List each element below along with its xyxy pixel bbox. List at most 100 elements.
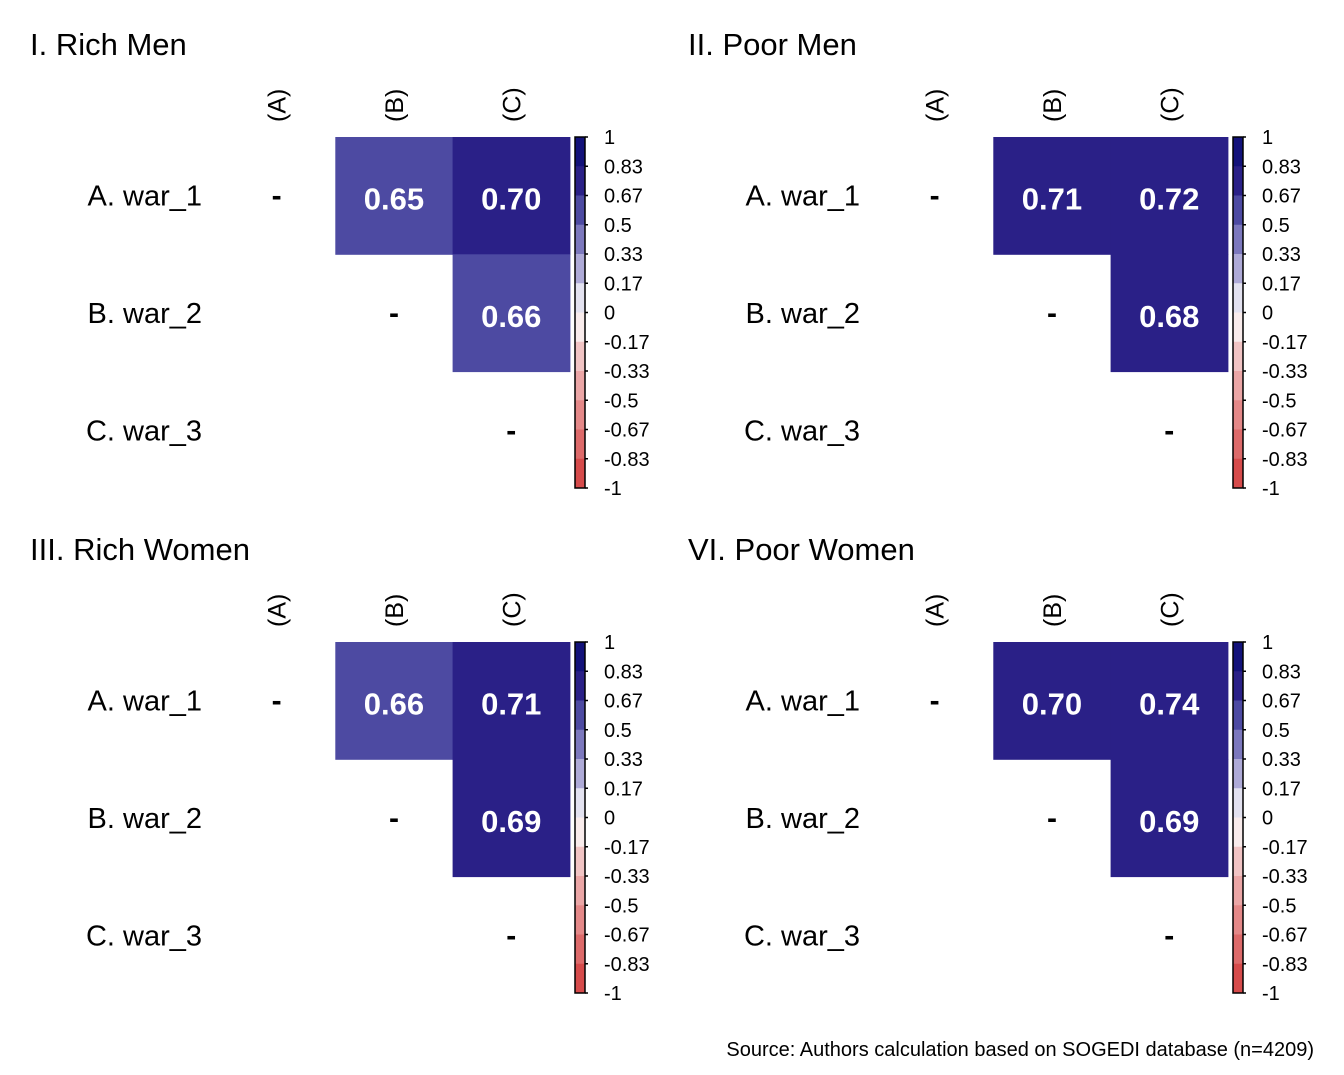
diagonal-dash: -	[1164, 414, 1174, 447]
column-label: (B)	[381, 89, 409, 122]
colorbar-bin	[575, 254, 585, 284]
colorbar: 1 0.83 0.67 0.5 0.33 0.17 0 -0.17 -0.33 -0.5 -0.67…	[574, 632, 650, 1005]
colorbar-tick-label: -1	[604, 983, 622, 1005]
cell-value-label: 0.70	[481, 182, 541, 217]
colorbar-tick-label: -0.5	[604, 390, 638, 412]
colorbar-bin	[575, 224, 585, 255]
colorbar-bin	[1233, 254, 1243, 284]
row-label: C. war_3	[744, 415, 860, 447]
heatmap-cell	[335, 642, 454, 760]
heatmap-panel: VI. Poor Women(A) (B) (C) A. war_1 B. war_2 C…	[688, 532, 1308, 1005]
colorbar-bin	[1233, 729, 1243, 760]
heatmap-panel: II. Poor Men (A) (B) (C) A. war_1 B. war_2 C. …	[688, 27, 1308, 500]
colorbar-tick-label: 0.83	[604, 661, 643, 683]
colorbar-bin	[575, 341, 585, 372]
colorbar-bin	[575, 429, 585, 460]
colorbar-tick-label: 0.33	[604, 244, 643, 266]
heatmap-panel: I. Rich Men (A) (B) (C) A. war_1 B. war_2 C. w…	[30, 27, 650, 500]
colorbar-tick-label: 0.33	[1262, 244, 1301, 266]
colorbar-tick-label: 0.5	[1262, 720, 1290, 742]
colorbar-tick-label: -0.83	[1262, 954, 1308, 976]
row-label: C. war_3	[86, 920, 202, 952]
colorbar-bin	[575, 759, 585, 789]
colorbar-tick-label: 0.67	[604, 691, 643, 713]
colorbar-tick-label: 0	[1262, 303, 1273, 325]
colorbar-bin	[575, 846, 585, 877]
colorbar-bin	[1233, 137, 1243, 167]
colorbar-tick-label: 0.33	[604, 749, 643, 771]
source-caption: Source: Authors calculation based on SOG…	[726, 1039, 1314, 1061]
column-label: (B)	[1039, 594, 1067, 627]
colorbar-bin	[575, 876, 585, 906]
colorbar-tick-label: -0.5	[604, 895, 638, 917]
cell-value-label: 0.66	[481, 299, 541, 334]
row-label: A. war_1	[88, 686, 202, 718]
cell-value-label: 0.69	[481, 804, 541, 839]
colorbar-bin	[1233, 195, 1243, 226]
column-label: (B)	[381, 594, 409, 627]
row-label: B. war_2	[746, 298, 860, 330]
colorbar-tick-label: 1	[1262, 632, 1273, 654]
row-label: A. war_1	[746, 686, 860, 718]
cell-value-label: 0.70	[1022, 687, 1082, 722]
cell-value-label: 0.66	[364, 687, 424, 722]
colorbar-bin	[575, 195, 585, 226]
colorbar-bin	[1233, 312, 1243, 343]
colorbar-tick-label: 0.5	[1262, 215, 1290, 237]
colorbar-tick-label: -0.17	[1262, 837, 1308, 859]
colorbar-bin	[575, 729, 585, 760]
colorbar-bin	[1233, 788, 1243, 818]
colorbar-bin	[575, 934, 585, 965]
colorbar-bin	[575, 283, 585, 313]
diagonal-dash: -	[272, 685, 282, 718]
diagonal-dash: -	[930, 180, 940, 213]
colorbar-tick-label: -0.17	[604, 332, 650, 354]
row-label: A. war_1	[746, 181, 860, 213]
colorbar-tick-label: 0.83	[604, 156, 643, 178]
colorbar-tick-label: 0.17	[1262, 778, 1301, 800]
colorbar-bin	[575, 788, 585, 818]
heatmap-cell	[1110, 137, 1229, 255]
colorbar-bin	[1233, 817, 1243, 848]
cell-value-label: 0.71	[1022, 182, 1082, 217]
column-label: (C)	[498, 87, 526, 122]
heatmap-cell	[1110, 254, 1229, 373]
colorbar-tick-label: -0.67	[1262, 420, 1308, 442]
diagonal-dash: -	[389, 802, 399, 835]
colorbar-tick-label: -0.5	[1262, 895, 1296, 917]
colorbar-tick-label: -0.17	[1262, 332, 1308, 354]
cell-value-label: 0.74	[1139, 687, 1200, 722]
colorbar-tick-label: -0.83	[604, 954, 650, 976]
panel-title: III. Rich Women	[30, 532, 250, 567]
colorbar-bin	[1233, 671, 1243, 701]
colorbar-bin	[575, 671, 585, 701]
heatmap-cell	[993, 642, 1112, 760]
panel-title: VI. Poor Women	[688, 532, 915, 567]
colorbar-tick-label: -1	[604, 478, 622, 500]
colorbar-tick-label: 1	[604, 127, 615, 149]
colorbar-tick-label: 0.83	[1262, 156, 1301, 178]
column-label: (A)	[264, 89, 292, 122]
colorbar-tick-label: -0.83	[604, 449, 650, 471]
heatmap-cell	[335, 137, 454, 255]
diagonal-dash: -	[1164, 919, 1174, 952]
panel-title: I. Rich Men	[30, 27, 187, 62]
colorbar-bin	[1233, 458, 1243, 489]
colorbar-bin	[1233, 371, 1243, 401]
column-label: (A)	[922, 89, 950, 122]
colorbar-tick-label: 0.5	[604, 720, 632, 742]
colorbar-tick-label: 0	[604, 303, 615, 325]
colorbar-tick-label: 1	[604, 632, 615, 654]
colorbar-tick-label: 0.83	[1262, 661, 1301, 683]
colorbar-bin	[1233, 876, 1243, 906]
colorbar-tick-label: -1	[1262, 983, 1280, 1005]
panel-title: II. Poor Men	[688, 27, 857, 62]
row-label: A. war_1	[88, 181, 202, 213]
heatmap-cell	[452, 759, 571, 878]
column-label: (C)	[498, 592, 526, 627]
colorbar-bin	[1233, 905, 1243, 935]
colorbar-tick-label: -0.33	[604, 361, 650, 383]
colorbar-tick-label: -0.67	[604, 420, 650, 442]
colorbar-bin	[1233, 224, 1243, 255]
colorbar-tick-label: 0.67	[604, 186, 643, 208]
